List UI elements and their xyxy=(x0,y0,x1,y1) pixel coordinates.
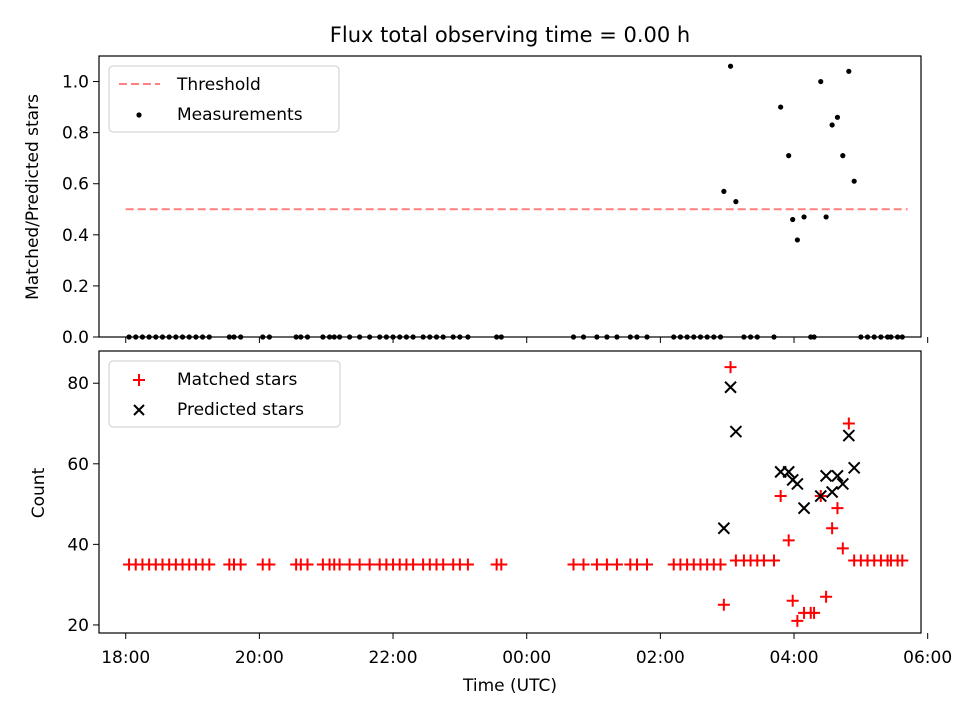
matched-star-point xyxy=(791,614,804,627)
measurement-point xyxy=(801,214,807,220)
bottom-panel: 20 40 60 80 18:00 20:00 22:00 00:00 02:00 04:00 06… xyxy=(67,361,952,668)
x-tick-label: 22:00 xyxy=(369,648,418,668)
matched-star-point xyxy=(630,558,643,571)
matched-star-point xyxy=(836,542,849,555)
legend-predicted-label: Predicted stars xyxy=(177,400,304,420)
matched-star-point xyxy=(774,490,787,503)
legend-matched-label: Matched stars xyxy=(177,370,297,390)
x-tick-label: 18:00 xyxy=(101,648,150,668)
bottom-ylabel: Count xyxy=(29,467,49,518)
measurement-point xyxy=(823,214,829,220)
measurement-point xyxy=(834,114,841,120)
measurement-point xyxy=(733,199,739,205)
predicted-star-point xyxy=(831,469,844,483)
matched-star-point xyxy=(724,361,737,374)
predicted-star-point xyxy=(842,429,856,442)
predicted-star-point xyxy=(717,522,731,535)
measurement-point xyxy=(851,178,857,184)
measurement-point xyxy=(794,237,800,243)
matched-star-point xyxy=(714,558,727,571)
top-legend: Threshold Measurements xyxy=(108,65,340,133)
matched-star-point xyxy=(767,554,780,567)
y-tick-label: 20 xyxy=(67,616,89,636)
matched-star-point xyxy=(820,590,833,603)
matched-star-point xyxy=(590,558,603,571)
x-tick-label: 04:00 xyxy=(770,648,819,668)
legend-measurements-swatch xyxy=(136,112,142,118)
matched-star-point xyxy=(203,558,216,571)
predicted-star-point xyxy=(791,477,804,491)
predicted-star-point xyxy=(825,485,839,499)
predicted-star-point xyxy=(782,465,795,479)
matched-star-point xyxy=(782,534,795,547)
matched-star-point xyxy=(600,558,613,571)
legend-predicted-swatch xyxy=(133,404,145,416)
matched-star-point xyxy=(757,554,770,567)
bottom-plot-frame xyxy=(98,350,922,634)
measurement-point xyxy=(721,188,727,194)
matched-star-point xyxy=(461,558,474,571)
x-tick-label: 00:00 xyxy=(502,648,551,668)
bottom-xlabel: Time (UTC) xyxy=(462,676,557,696)
legend-matched-swatch xyxy=(133,374,145,386)
y-tick-label: 0.8 xyxy=(62,124,89,144)
y-tick-label: 80 xyxy=(67,374,89,394)
matched-star-point xyxy=(826,522,839,535)
matched-star-point xyxy=(437,558,450,571)
predicted-star-point xyxy=(814,489,827,503)
matched-star-point xyxy=(842,417,855,430)
y-tick-label: 0.6 xyxy=(62,175,89,195)
measurement-point xyxy=(846,68,852,74)
y-tick-label: 60 xyxy=(67,455,89,475)
matched-star-point xyxy=(333,558,346,571)
matched-star-point xyxy=(567,558,580,571)
measurement-point xyxy=(727,63,734,69)
matched-star-point xyxy=(495,558,508,571)
measurement-point xyxy=(818,78,824,85)
chart-title: Flux total observing time = 0.00 h xyxy=(330,23,690,47)
matched-star-point xyxy=(234,558,247,571)
matched-star-point xyxy=(263,558,276,571)
predicted-star-point xyxy=(847,461,861,475)
y-tick-label: 0.4 xyxy=(62,226,89,246)
x-tick-label: 20:00 xyxy=(235,648,284,668)
y-tick-label: 0.2 xyxy=(62,277,89,297)
legend-threshold-label: Threshold xyxy=(176,75,261,95)
predicted-star-point xyxy=(819,469,833,483)
matched-star-point xyxy=(407,558,420,571)
matched-star-point xyxy=(363,558,376,571)
top-plot-frame xyxy=(98,55,922,338)
bottom-legend: Matched stars Predicted stars xyxy=(108,360,341,428)
top-panel: 0.0 0.2 0.4 0.6 0.8 1.0 xyxy=(62,63,929,348)
x-tick-label: 02:00 xyxy=(636,648,685,668)
matched-star-point xyxy=(577,558,590,571)
matched-star-point xyxy=(717,598,730,611)
matched-star-point xyxy=(786,594,799,607)
predicted-star-point xyxy=(836,477,850,491)
measurement-point xyxy=(840,153,846,159)
measurement-point xyxy=(778,104,784,110)
measurement-point xyxy=(790,216,796,223)
measurement-point xyxy=(829,122,835,128)
predicted-star-point xyxy=(729,425,743,438)
matched-star-point xyxy=(808,606,821,619)
matched-star-point xyxy=(896,554,909,567)
predicted-star-point xyxy=(797,501,811,515)
matched-star-point xyxy=(610,558,623,571)
matched-star-point xyxy=(353,558,366,571)
predicted-star-point xyxy=(724,381,737,394)
y-tick-label: 40 xyxy=(67,535,89,555)
measurement-point xyxy=(786,153,792,159)
legend-measurements-label: Measurements xyxy=(177,105,303,125)
matched-star-point xyxy=(301,558,314,571)
y-tick-label: 1.0 xyxy=(62,73,89,93)
top-ylabel: Matched/Predicted stars xyxy=(23,94,43,300)
y-tick-label: 0.0 xyxy=(62,328,89,348)
matched-star-point xyxy=(831,502,844,515)
x-tick-label: 06:00 xyxy=(903,648,952,668)
matched-star-point xyxy=(641,558,653,571)
matched-star-point xyxy=(343,558,356,571)
